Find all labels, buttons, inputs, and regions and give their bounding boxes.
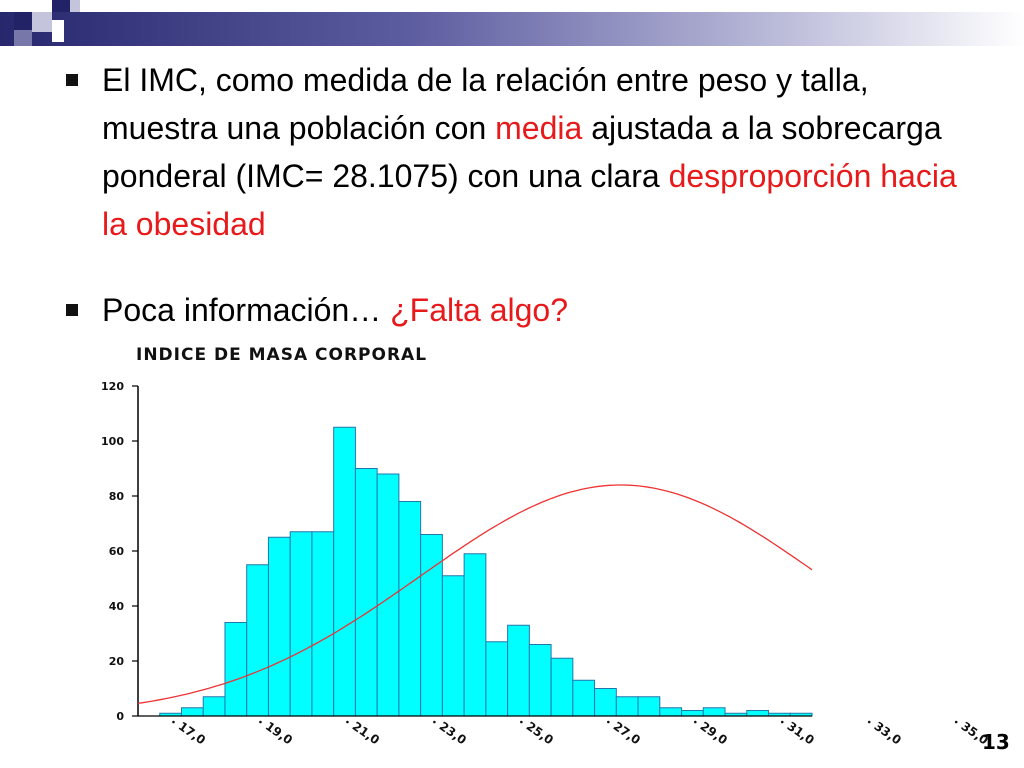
histogram-bar (354, 468, 378, 717)
histogram-bar (528, 644, 552, 717)
x-tick-label: 25,0 (524, 719, 556, 747)
histogram-bar (615, 696, 639, 717)
histogram-bar (224, 622, 248, 717)
histogram-bar (594, 688, 617, 717)
header-square (14, 12, 32, 30)
header-square (52, 20, 64, 42)
bullet-text: ajustada a la sobrecarga ponderal (IMC= … (102, 110, 942, 194)
histogram-bar (333, 426, 356, 717)
x-tick-label: 23,0 (437, 719, 469, 747)
header-square (14, 30, 32, 46)
histogram-bar (267, 536, 291, 717)
chart-title: INDICE DE MASA CORPORAL (136, 345, 428, 365)
bullet-text: El IMC, como medida de la relación entre… (102, 62, 869, 146)
x-tick-label: 33,0 (872, 719, 904, 747)
x-tick-dot (954, 720, 958, 724)
histogram-bar (485, 641, 509, 717)
bullet-list: El IMC, como medida de la relación entre… (60, 56, 980, 334)
histogram-bar (659, 707, 683, 717)
x-tick-dot (172, 720, 175, 724)
histogram-bar (702, 707, 726, 717)
histogram-bar (572, 679, 596, 717)
histogram-bar (637, 696, 661, 717)
x-tick-dot (867, 720, 871, 724)
histogram-bar (289, 531, 313, 717)
bullet-item: El IMC, como medida de la relación entre… (60, 56, 980, 248)
histogram-bar (550, 657, 574, 717)
bullet-item: Poca información… ¿Falta algo? (60, 286, 980, 334)
histogram-bar (681, 710, 704, 717)
y-tick-label: 100 (101, 435, 124, 448)
histogram-bar (398, 501, 422, 717)
header-band (0, 12, 1024, 46)
x-tick-label: 17,0 (176, 719, 208, 747)
x-tick-label: 21,0 (350, 719, 382, 747)
histogram-bar (746, 710, 770, 717)
header-square (70, 0, 80, 12)
x-tick-dot (780, 720, 784, 724)
histogram-bar (376, 473, 400, 717)
normal-curve-line (137, 484, 813, 705)
y-tick-label: 80 (109, 490, 125, 503)
bullet-highlight: media (495, 110, 583, 146)
x-tick-dot (259, 720, 262, 724)
histogram-bar (246, 564, 269, 717)
x-tick-dot (607, 720, 610, 724)
x-tick-label: 29,0 (698, 719, 730, 747)
histogram-bar (311, 531, 335, 717)
x-tick-dot (520, 720, 523, 724)
histogram-bar (507, 624, 530, 717)
y-tick-label: 0 (116, 710, 124, 723)
histogram-bar (441, 575, 465, 717)
bullet-text: Poca información… (102, 292, 391, 328)
x-tick-label: 31,0 (785, 719, 817, 747)
y-tick-label: 40 (109, 600, 125, 613)
bullet-highlight: desproporción hacia la obesidad (102, 158, 957, 242)
x-tick-label: 27,0 (611, 719, 643, 747)
header-square (32, 12, 52, 32)
page-number: 13 (982, 730, 1010, 754)
histogram-bar (463, 553, 487, 717)
x-tick-dot (433, 720, 436, 724)
bullet-square-icon (66, 74, 78, 86)
y-tick-label: 60 (109, 545, 125, 558)
x-tick-label: 19,0 (263, 719, 295, 747)
histogram-bar (420, 534, 443, 717)
x-tick-dot (346, 720, 349, 724)
x-tick-dot (693, 720, 697, 724)
bullet-highlight: ¿Falta algo? (390, 292, 568, 328)
y-tick-label: 20 (109, 655, 125, 668)
histogram-bar (202, 696, 226, 717)
y-tick-label: 120 (101, 380, 124, 393)
bullet-square-icon (66, 304, 78, 316)
histogram-bar (180, 707, 204, 717)
header-square (52, 0, 70, 12)
